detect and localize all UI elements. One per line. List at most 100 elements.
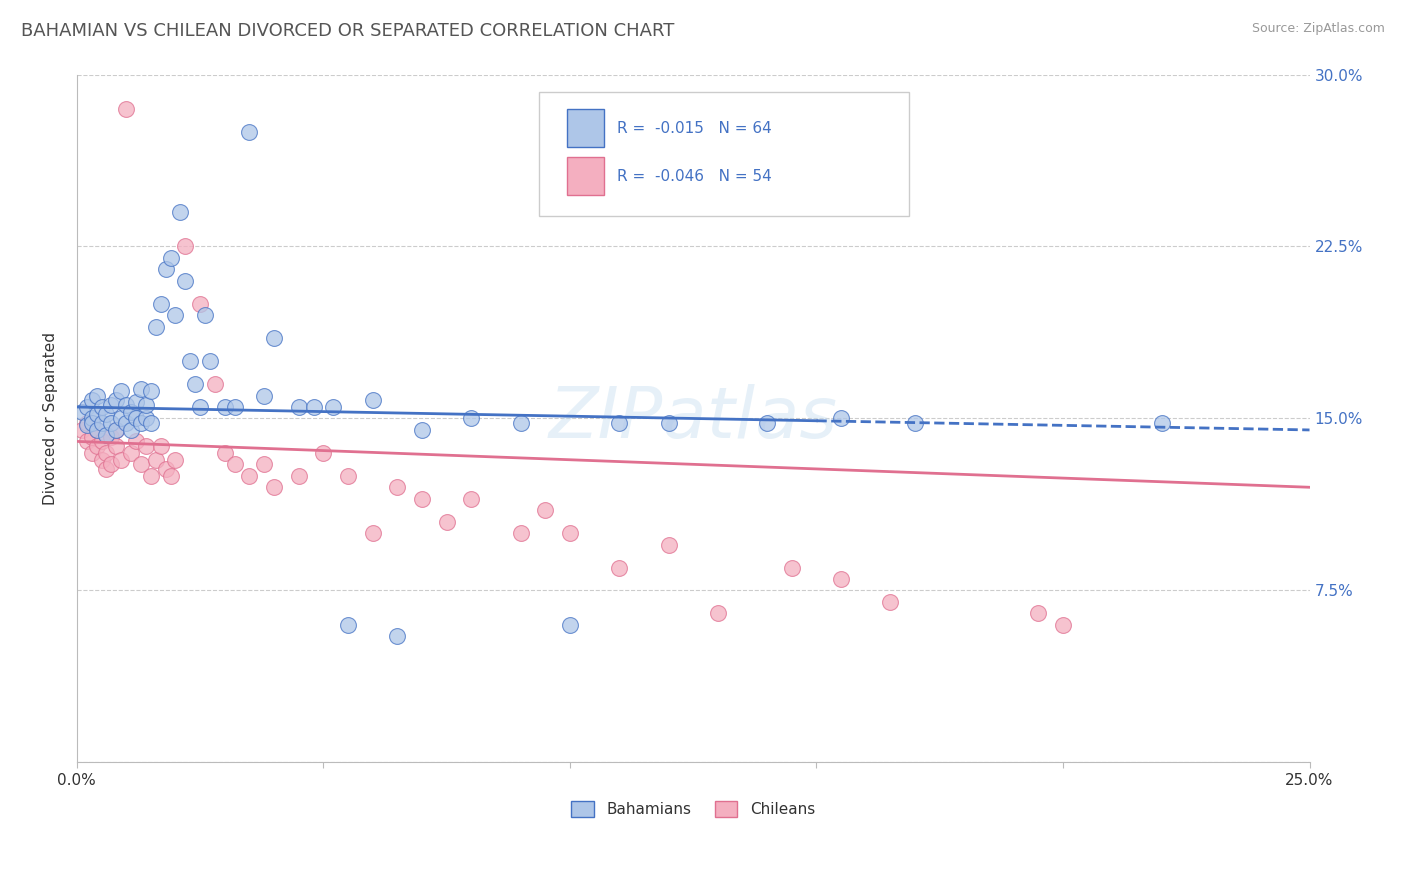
Point — [90, 400, 112, 414]
Point — [1052, 618, 1074, 632]
Point — [96, 407, 118, 421]
Point — [263, 331, 285, 345]
Point — [387, 480, 409, 494]
Point — [387, 629, 409, 643]
Point — [159, 468, 181, 483]
Point — [253, 458, 276, 472]
Point — [135, 439, 157, 453]
Point — [436, 515, 458, 529]
Point — [263, 480, 285, 494]
Point — [105, 423, 128, 437]
Point — [80, 416, 103, 430]
Point — [115, 416, 138, 430]
FancyBboxPatch shape — [538, 92, 908, 216]
Legend: Bahamians, Chileans: Bahamians, Chileans — [565, 796, 821, 823]
Point — [86, 439, 108, 453]
Point — [337, 618, 360, 632]
Point — [96, 427, 118, 442]
Point — [86, 423, 108, 437]
Point — [322, 400, 344, 414]
Point — [80, 393, 103, 408]
Point — [145, 319, 167, 334]
Point — [904, 416, 927, 430]
Point — [129, 382, 152, 396]
Point — [509, 526, 531, 541]
Point — [120, 446, 142, 460]
Point — [165, 308, 187, 322]
Point — [830, 411, 852, 425]
Point — [145, 452, 167, 467]
Point — [115, 398, 138, 412]
Point — [139, 468, 162, 483]
Point — [188, 297, 211, 311]
Point — [86, 407, 108, 421]
Point — [830, 572, 852, 586]
Point — [120, 404, 142, 418]
Point — [188, 400, 211, 414]
Point — [105, 439, 128, 453]
Point — [100, 416, 122, 430]
Point — [70, 423, 93, 437]
Text: ZIPatlas: ZIPatlas — [548, 384, 838, 453]
Point — [224, 400, 246, 414]
Point — [80, 411, 103, 425]
Point — [194, 308, 217, 322]
Point — [607, 416, 630, 430]
Point — [411, 423, 433, 437]
Point — [90, 416, 112, 430]
Point — [155, 462, 177, 476]
Point — [115, 102, 138, 116]
Point — [184, 377, 207, 392]
Point — [1150, 416, 1173, 430]
Point — [129, 458, 152, 472]
Point — [1028, 607, 1050, 621]
Point — [120, 423, 142, 437]
Point — [80, 446, 103, 460]
Point — [179, 354, 201, 368]
Point — [174, 274, 197, 288]
Point — [135, 398, 157, 412]
Text: R =  -0.015   N = 64: R = -0.015 N = 64 — [617, 120, 772, 136]
Point — [361, 393, 384, 408]
Point — [96, 462, 118, 476]
Point — [214, 446, 236, 460]
Point — [174, 239, 197, 253]
Text: Source: ZipAtlas.com: Source: ZipAtlas.com — [1251, 22, 1385, 36]
Point — [159, 251, 181, 265]
Point — [76, 418, 98, 433]
Point — [70, 404, 93, 418]
Point — [337, 468, 360, 483]
Point — [96, 446, 118, 460]
Point — [155, 262, 177, 277]
Point — [287, 468, 309, 483]
Point — [80, 430, 103, 444]
Point — [253, 388, 276, 402]
Point — [780, 560, 803, 574]
Point — [460, 491, 482, 506]
Point — [100, 458, 122, 472]
Point — [534, 503, 557, 517]
Point — [558, 618, 581, 632]
Point — [149, 297, 172, 311]
Point — [76, 434, 98, 449]
Point — [139, 416, 162, 430]
Point — [287, 400, 309, 414]
Point — [198, 354, 221, 368]
Point — [76, 416, 98, 430]
Point — [125, 434, 148, 449]
Point — [90, 452, 112, 467]
Point — [105, 423, 128, 437]
Point — [238, 468, 260, 483]
Point — [135, 411, 157, 425]
Point — [100, 430, 122, 444]
Bar — [568, 157, 605, 195]
Point — [90, 434, 112, 449]
Point — [110, 411, 132, 425]
Point — [509, 416, 531, 430]
Point — [86, 423, 108, 437]
Point — [312, 446, 335, 460]
Point — [149, 439, 172, 453]
Point — [657, 416, 679, 430]
Point — [100, 398, 122, 412]
Point — [607, 560, 630, 574]
